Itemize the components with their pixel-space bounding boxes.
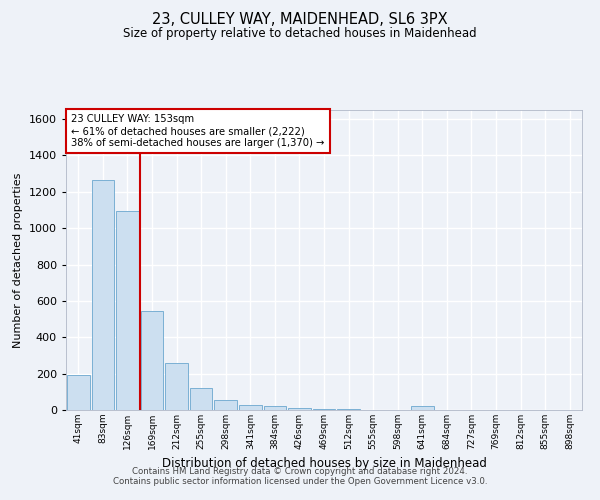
Bar (165, 362, 188, 410)
Bar (288, 408, 311, 410)
Bar (263, 406, 286, 410)
Text: 23, CULLEY WAY, MAIDENHEAD, SL6 3PX: 23, CULLEY WAY, MAIDENHEAD, SL6 3PX (152, 12, 448, 28)
Bar (239, 404, 262, 410)
Bar (411, 406, 434, 410)
Y-axis label: Number of detached properties: Number of detached properties (13, 172, 23, 348)
Text: Size of property relative to detached houses in Maidenhead: Size of property relative to detached ho… (123, 28, 477, 40)
Text: Contains public sector information licensed under the Open Government Licence v3: Contains public sector information licen… (113, 477, 487, 486)
Bar (116, 211, 139, 410)
Bar (190, 388, 212, 410)
Text: Contains HM Land Registry data © Crown copyright and database right 2024.: Contains HM Land Registry data © Crown c… (132, 467, 468, 476)
Bar (67, 375, 89, 410)
Text: 23 CULLEY WAY: 153sqm
← 61% of detached houses are smaller (2,222)
38% of semi-d: 23 CULLEY WAY: 153sqm ← 61% of detached … (71, 114, 325, 148)
Bar (140, 310, 163, 410)
X-axis label: Distribution of detached houses by size in Maidenhead: Distribution of detached houses by size … (161, 458, 487, 470)
Bar (214, 400, 237, 410)
Bar (92, 180, 114, 410)
Bar (313, 409, 335, 410)
